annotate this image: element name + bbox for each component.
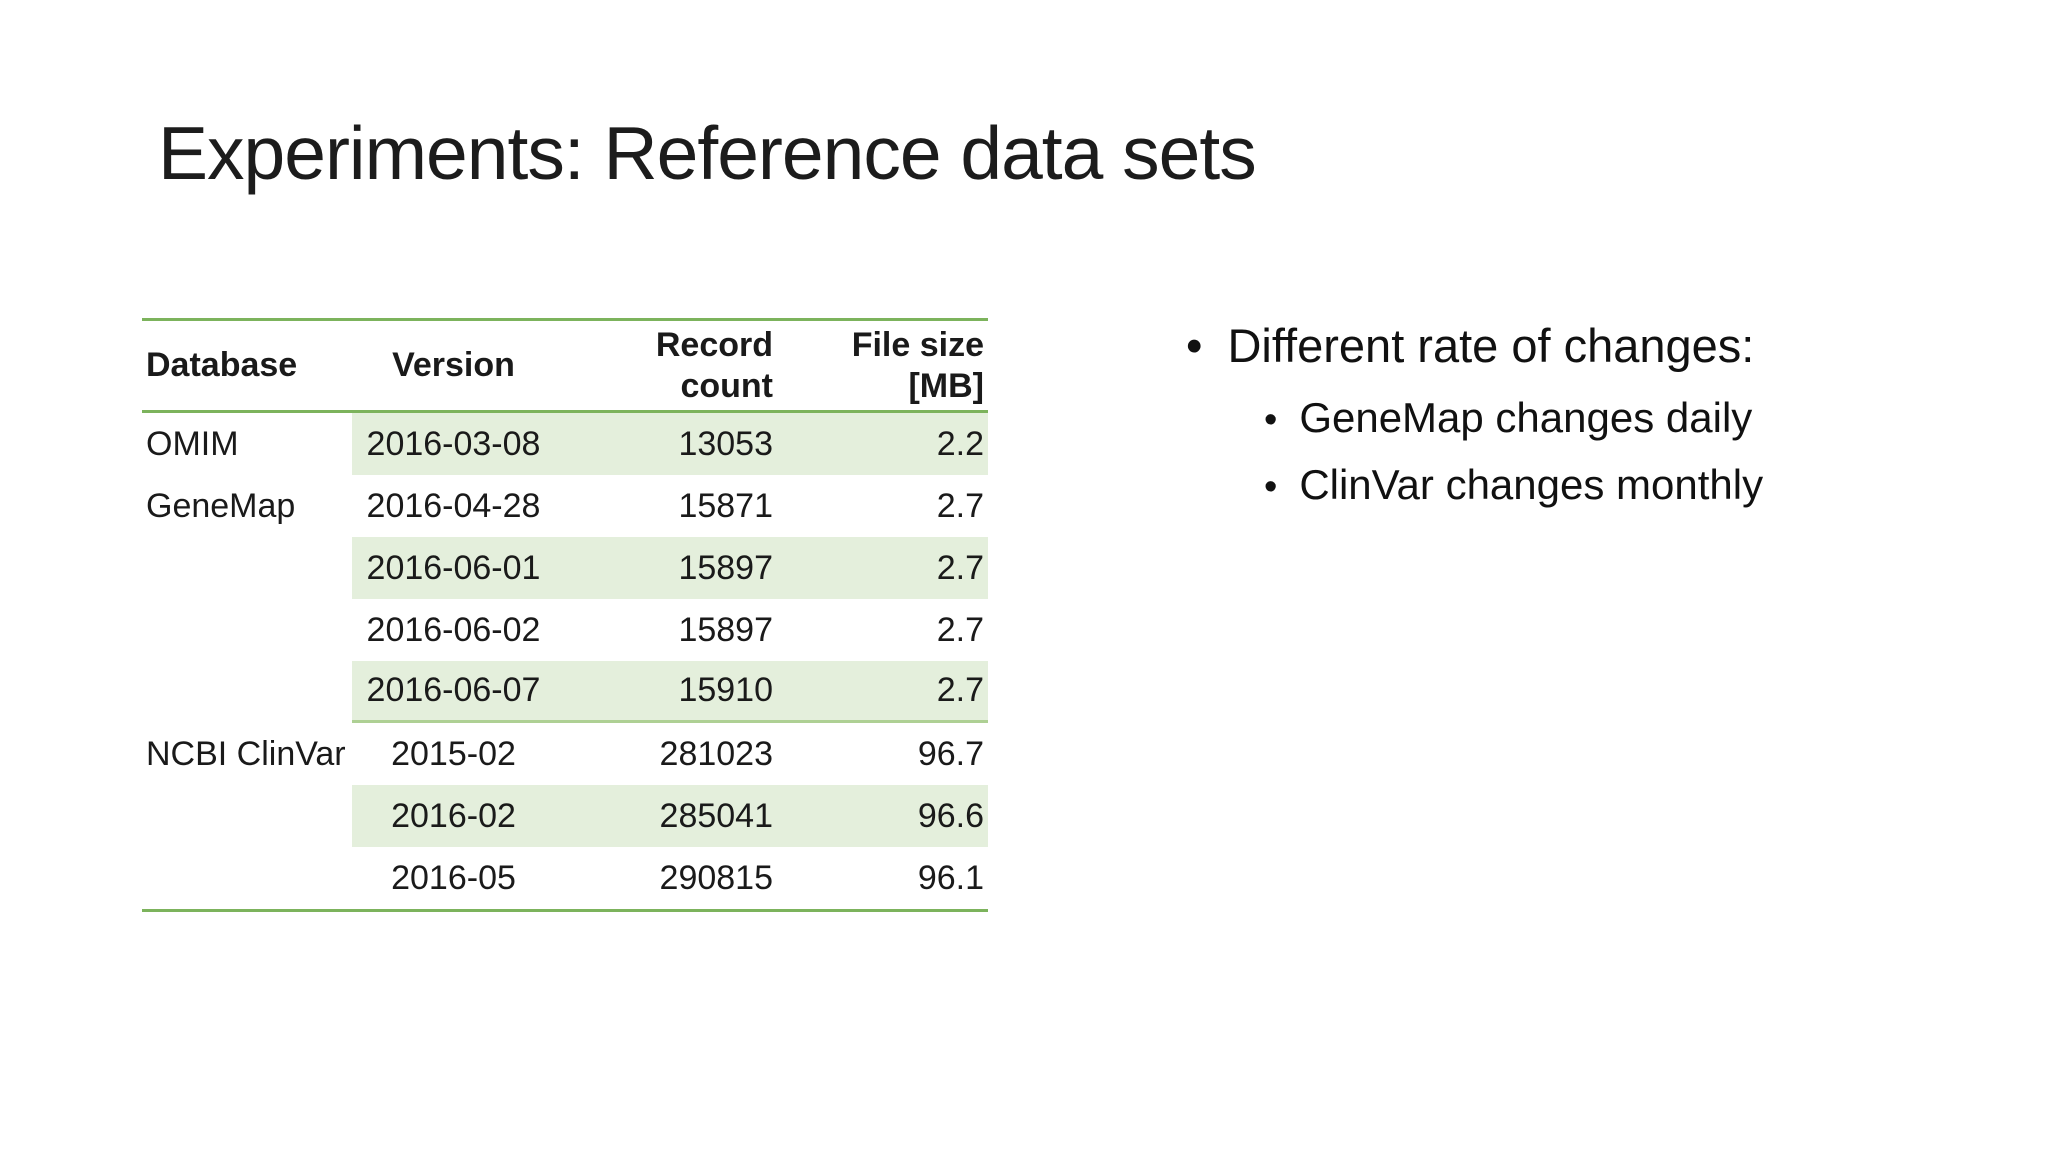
header-record-count-line1: Record bbox=[655, 325, 773, 364]
file-size-cell: 96.1 bbox=[917, 858, 984, 897]
record-count-cell: 281023 bbox=[659, 734, 773, 773]
file-size-cell: 2.2 bbox=[785, 413, 988, 475]
record-count-cell: 15897 bbox=[555, 537, 785, 599]
table-row: 2016-02 285041 96.6 bbox=[142, 785, 988, 847]
bullet-glyph: • bbox=[1186, 319, 1203, 372]
header-record-count: Record count bbox=[555, 321, 785, 410]
table-row: GeneMap 2016-04-28 15871 2.7 bbox=[142, 475, 988, 537]
file-size-cell: 2.7 bbox=[785, 661, 988, 723]
bullet-sub: • ClinVar changes monthly bbox=[1264, 461, 1763, 509]
file-size-cell: 96.7 bbox=[917, 734, 984, 773]
bullet-glyph: • bbox=[1264, 466, 1278, 508]
table-row: 2016-06-02 15897 2.7 bbox=[142, 599, 988, 661]
record-count-cell: 15897 bbox=[678, 610, 773, 649]
table-header-row: Database Version Record count File size … bbox=[142, 321, 988, 413]
table-row: 2016-05 290815 96.1 bbox=[142, 847, 988, 909]
bullet-main-text: Different rate of changes: bbox=[1227, 319, 1755, 372]
slide-title: Experiments: Reference data sets bbox=[158, 111, 1257, 195]
file-size-cell: 2.7 bbox=[785, 537, 988, 599]
file-size-cell: 2.7 bbox=[936, 610, 984, 649]
bullet-glyph: • bbox=[1264, 399, 1278, 441]
database-cell bbox=[142, 537, 352, 599]
record-count-cell: 285041 bbox=[555, 785, 785, 847]
version-cell: 2016-06-07 bbox=[352, 661, 555, 723]
database-cell bbox=[142, 661, 352, 723]
database-cell bbox=[142, 599, 352, 661]
table-row: 2016-06-01 15897 2.7 bbox=[142, 537, 988, 599]
header-file-size-line1: File size bbox=[851, 325, 984, 364]
bullet-sub: • GeneMap changes daily bbox=[1264, 394, 1752, 442]
database-cell: NCBI ClinVar bbox=[142, 723, 352, 785]
header-version: Version bbox=[392, 346, 515, 384]
version-cell: 2016-05 bbox=[391, 858, 516, 897]
database-cell: OMIM bbox=[142, 413, 352, 475]
version-cell: 2015-02 bbox=[391, 734, 516, 773]
version-cell: 2016-06-01 bbox=[352, 537, 555, 599]
header-file-size-line2: [MB] bbox=[908, 366, 984, 405]
bullet-main: • Different rate of changes: bbox=[1186, 318, 1754, 373]
database-cell bbox=[142, 847, 352, 909]
database-cell bbox=[142, 785, 352, 847]
record-count-cell: 13053 bbox=[555, 413, 785, 475]
version-cell: 2016-04-28 bbox=[366, 486, 541, 525]
table-row: OMIM 2016-03-08 13053 2.2 bbox=[142, 413, 988, 475]
bullet-sub-text: ClinVar changes monthly bbox=[1299, 461, 1764, 508]
file-size-cell: 2.7 bbox=[936, 486, 984, 525]
file-size-cell: 96.6 bbox=[785, 785, 988, 847]
header-record-count-line2: count bbox=[680, 366, 773, 405]
record-count-cell: 15910 bbox=[555, 661, 785, 723]
version-cell: 2016-03-08 bbox=[352, 413, 555, 475]
header-file-size: File size [MB] bbox=[785, 321, 988, 410]
record-count-cell: 290815 bbox=[659, 858, 773, 897]
table-row: 2016-06-07 15910 2.7 bbox=[142, 661, 988, 723]
database-cell: GeneMap bbox=[142, 475, 352, 537]
record-count-cell: 15871 bbox=[678, 486, 773, 525]
version-cell: 2016-06-02 bbox=[366, 610, 541, 649]
reference-datasets-table: Database Version Record count File size … bbox=[142, 318, 988, 912]
table-row: NCBI ClinVar 2015-02 281023 96.7 bbox=[142, 723, 988, 785]
header-database: Database bbox=[146, 346, 298, 384]
version-cell: 2016-02 bbox=[352, 785, 555, 847]
bullet-sub-text: GeneMap changes daily bbox=[1299, 394, 1753, 441]
